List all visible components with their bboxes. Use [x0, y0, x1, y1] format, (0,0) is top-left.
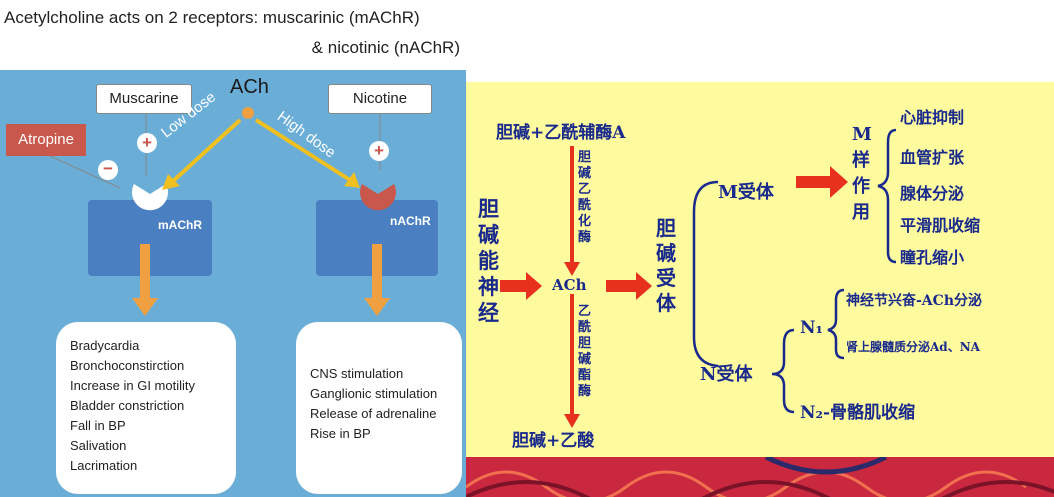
synthesis-top-label: 胆碱+乙酰辅酶A	[496, 123, 626, 143]
m-effect-item: 血管扩张	[900, 148, 965, 167]
m-receptor-label: M受体	[718, 182, 774, 203]
ach-center-label: ACh	[552, 276, 587, 294]
atropine-minus-circle	[98, 160, 118, 180]
effect-item: Release of adrenaline	[310, 406, 437, 421]
effect-item: Lacrimation	[70, 458, 138, 473]
effect-item: Bronchoconstirction	[70, 358, 185, 373]
hydrolysis-bottom-label: 胆碱+乙酸	[512, 431, 595, 451]
nerve-to-ach-arrow	[500, 272, 542, 300]
n1-effect-item: 肾上腺髓质分泌Ad、NA	[846, 340, 980, 354]
muscarinic-nicotinic-diagram: Acetylcholine acts on 2 receptors: musca…	[0, 0, 466, 497]
cholinergic-chart	[466, 82, 1054, 457]
nicotine-plus-circle	[369, 141, 389, 161]
muscarine-box: Muscarine	[96, 84, 192, 114]
n2-effect-label: N₂-骨骼肌收缩	[800, 403, 916, 423]
hydrolysis-arrowhead	[564, 414, 580, 428]
effect-item: Ganglionic stimulation	[310, 386, 438, 401]
n1-effect-item: 神经节兴奋-ACh分泌	[846, 293, 982, 309]
low-dose-arrowhead	[162, 174, 180, 190]
muscarine-plus-circle	[137, 133, 157, 153]
muscarinic-effects-box: Bradycardia Bronchoconstirction Increase…	[56, 322, 236, 494]
n1-label: N₁	[800, 318, 823, 338]
synthesis-arrowhead	[564, 262, 580, 276]
nicotine-plus-sign: +	[374, 141, 384, 160]
nachr-block	[316, 200, 438, 276]
m-effect-item: 瞳孔缩小	[900, 248, 965, 267]
nachr-label: nAChR	[390, 214, 431, 228]
m-effects-label: M样作用	[852, 124, 872, 223]
decorative-pattern	[466, 457, 1054, 497]
decorative-pattern-band	[466, 457, 1054, 497]
n-receptor-label: N受体	[700, 364, 753, 385]
diagram-title-line1: Acetylcholine acts on 2 receptors: musca…	[4, 8, 420, 27]
machr-output-head	[132, 298, 158, 316]
effect-item: Bradycardia	[70, 338, 140, 353]
high-dose-arrowhead	[344, 172, 360, 188]
low-dose-arrow	[170, 118, 242, 184]
effect-item: CNS stimulation	[310, 366, 404, 381]
machr-output-shaft	[140, 244, 150, 300]
m-effect-item: 心脏抑制	[900, 108, 965, 127]
effect-item: Increase in GI motility	[70, 378, 195, 393]
m-effect-item: 平滑肌收缩	[900, 216, 981, 235]
effect-item: Salivation	[70, 438, 127, 453]
atropine-connector	[47, 154, 121, 189]
nachr-output-head	[364, 298, 390, 316]
ach-to-receptor-arrow	[606, 272, 652, 300]
title-band	[0, 0, 466, 70]
cholinergic-nerve-label: 胆碱能神经	[478, 196, 499, 325]
n1-bracket	[827, 288, 845, 360]
cholinergic-chart-graphics	[500, 128, 897, 428]
high-dose-arrow	[254, 118, 352, 182]
receptor-bracket	[692, 180, 719, 368]
machr-binding-site	[131, 184, 168, 211]
nicotinic-effects-box: CNS stimulation Ganglionic stimulation R…	[296, 322, 462, 494]
machr-block	[88, 200, 212, 276]
diagram-title-line2: & nicotinic (nAChR)	[311, 38, 460, 57]
hydrolysis-enzyme-label: 乙酰胆碱酯酶	[578, 304, 592, 399]
atropine-box: Atropine	[6, 124, 86, 156]
cholinergic-receptor-label: 胆碱受体	[656, 216, 676, 315]
machr-label: mAChR	[158, 218, 202, 232]
n-receptor-bracket	[771, 328, 795, 414]
ach-molecule	[242, 107, 254, 119]
atropine-minus-sign: −	[103, 159, 113, 178]
nicotine-box: Nicotine	[328, 84, 432, 114]
m-effects-bracket	[877, 128, 897, 264]
m-effect-item: 腺体分泌	[900, 184, 965, 203]
effect-item: Fall in BP	[70, 418, 126, 433]
diagram-graphics	[47, 107, 438, 316]
m-receptor-arrow	[796, 166, 848, 198]
ach-label: ACh	[230, 76, 269, 98]
synthesis-enzyme-label: 胆碱乙酰化酶	[578, 150, 592, 245]
effect-item: Rise in BP	[310, 426, 371, 441]
muscarine-plus-sign: +	[142, 133, 152, 152]
effect-item: Bladder constriction	[70, 398, 185, 413]
nachr-output-shaft	[372, 244, 382, 300]
nachr-binding-site	[360, 184, 396, 211]
